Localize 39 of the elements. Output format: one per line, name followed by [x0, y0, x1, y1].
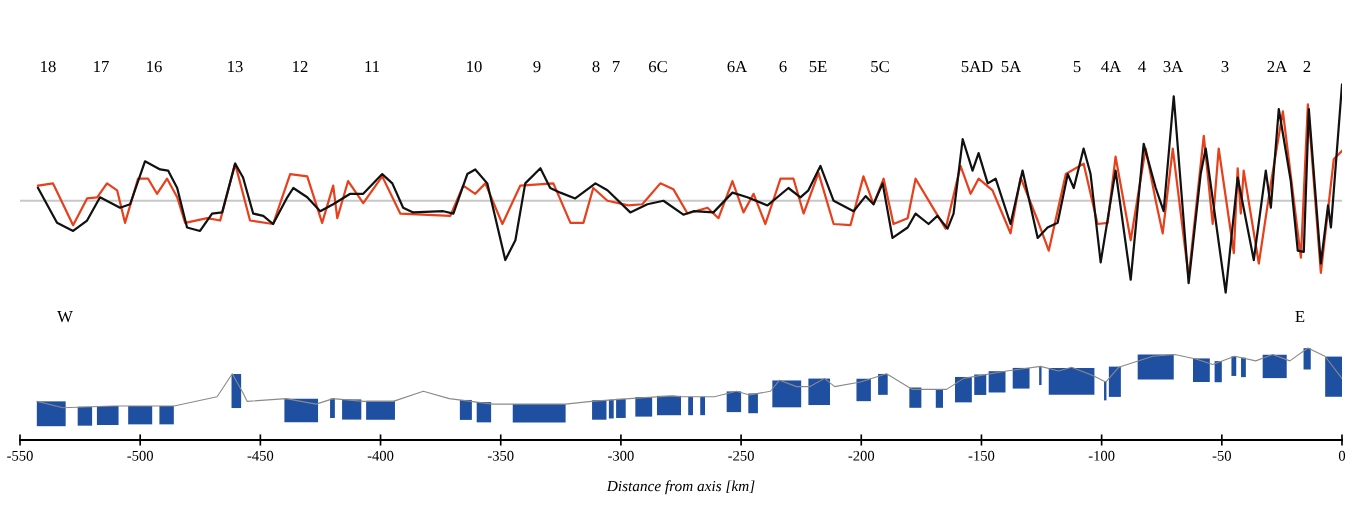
text: 8: [592, 60, 600, 73]
text: 2: [1303, 60, 1311, 73]
x-tick-label: 0: [1338, 450, 1346, 461]
text: 5: [1073, 61, 1081, 73]
x-tick-label: -100: [1088, 450, 1115, 461]
text: 12: [293, 60, 308, 73]
x-tick-label: -350: [487, 450, 514, 461]
x-tick-label: -550: [7, 450, 33, 461]
text: 4A: [1101, 61, 1122, 73]
text: 6: [779, 60, 787, 73]
x-tick-label: -450: [247, 450, 274, 461]
text: 2A: [1267, 60, 1288, 73]
text: 6C: [648, 60, 667, 73]
text: 13: [228, 60, 243, 73]
x-tick-label: -300: [608, 450, 634, 461]
x-tick-label: -200: [848, 450, 875, 461]
x-tick-label: -500: [127, 450, 153, 461]
x-tick-label: -150: [968, 450, 995, 461]
text: 10: [467, 60, 482, 73]
x-tick-label: -400: [367, 450, 394, 461]
text: 16: [147, 60, 162, 73]
x-tick-label: -50: [1212, 450, 1231, 461]
text: 7: [612, 61, 620, 73]
text: 5C: [871, 60, 889, 73]
x-axis-title: Distance from axis [km]: [606, 480, 755, 495]
x-tick-label: -250: [728, 450, 754, 461]
text: 3A: [1163, 60, 1184, 73]
text: W: [57, 311, 73, 323]
text: 6A: [727, 60, 748, 73]
text: E: [1295, 311, 1305, 323]
text: 5A: [1001, 61, 1022, 73]
text: 4: [1138, 61, 1146, 73]
text: 3: [1221, 60, 1229, 73]
text: 9: [533, 60, 541, 73]
text: 17: [94, 61, 109, 73]
text: 18: [41, 60, 56, 73]
text: 5AD: [961, 61, 993, 73]
text: 5E: [809, 61, 827, 73]
text: 11: [365, 61, 380, 73]
